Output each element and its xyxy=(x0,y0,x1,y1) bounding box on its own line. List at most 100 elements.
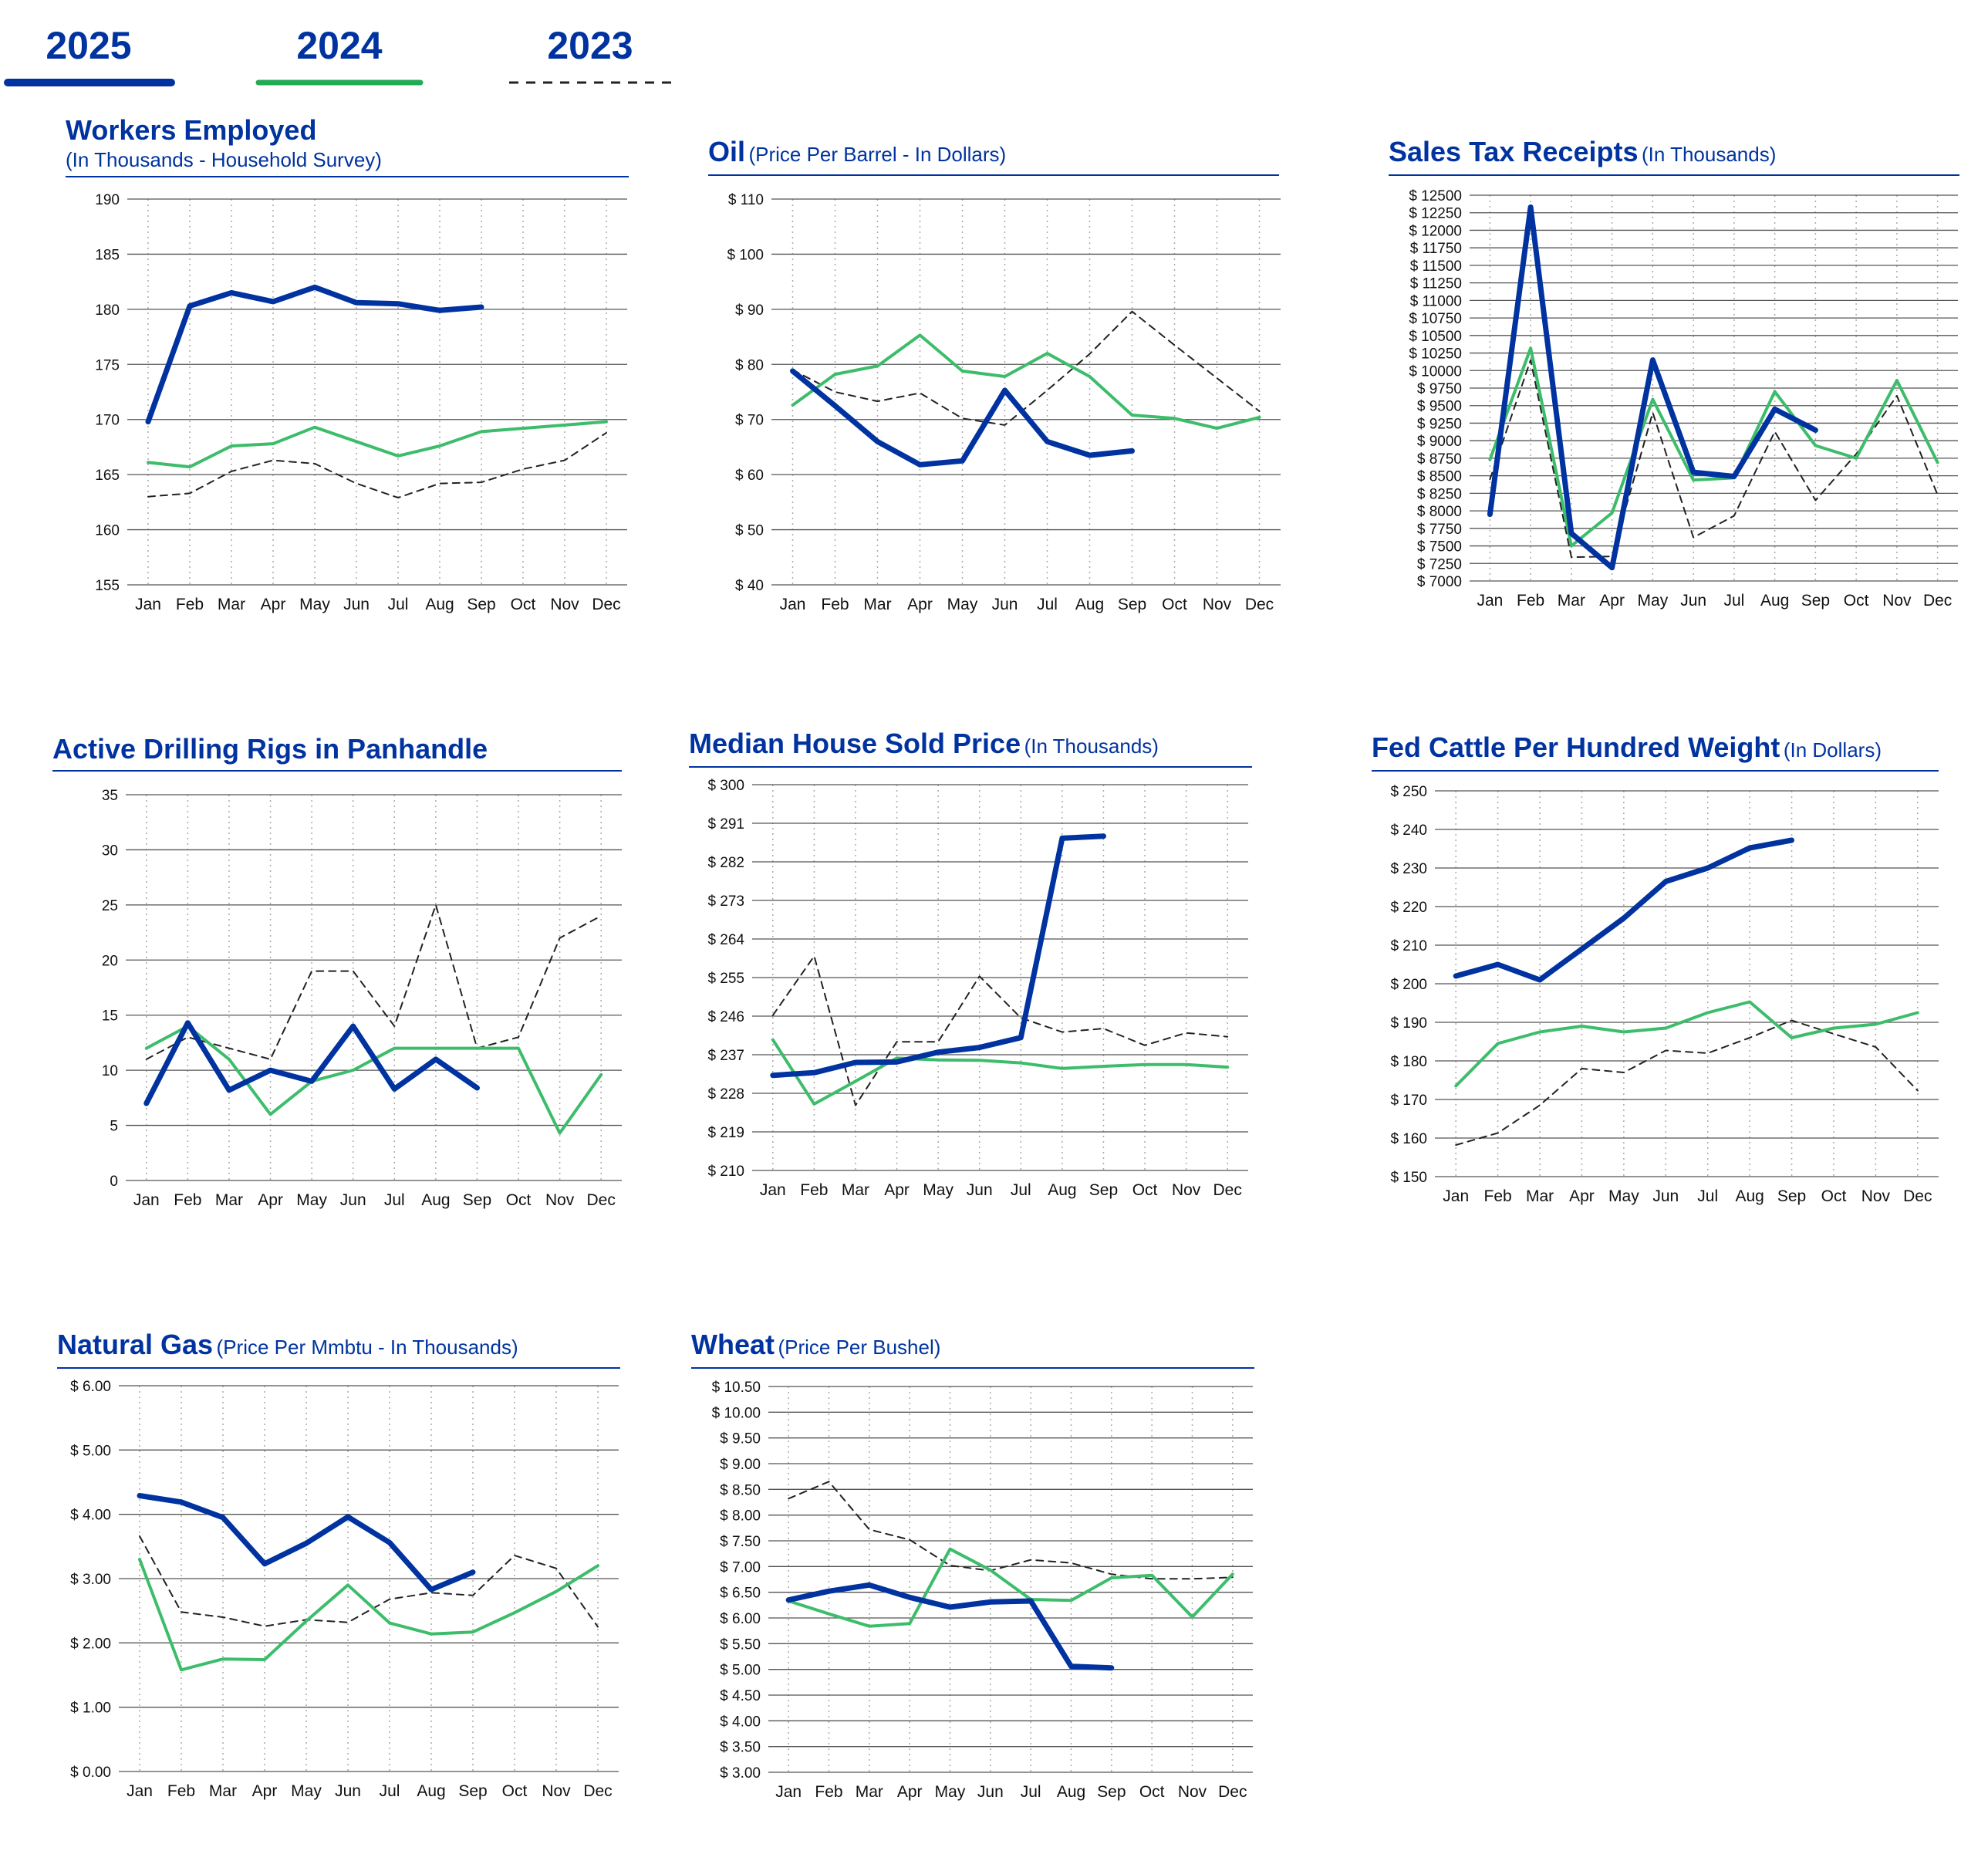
y-tick-label: $ 8250 xyxy=(1417,486,1462,502)
panel-natural-gas: Natural Gas (Price Per Mmbtu - In Thousa… xyxy=(57,1329,632,1822)
title-rule xyxy=(1372,770,1939,772)
fed-cattle-chart: $ 150 $ 160 $ 170 $ 180 $ 190 $ 200 $ 210 $ 220… xyxy=(1390,784,1939,1205)
y-tick-label: 35 xyxy=(102,788,118,804)
x-tick-label: Nov xyxy=(1203,596,1232,613)
x-tick-label: Oct xyxy=(502,1782,528,1800)
active-drilling-rigs-chart: 0 5 10 15 20 25 30 35 Jan Feb Mar Apr May Jun Jul Aug Se… xyxy=(102,788,622,1209)
x-tick-label: Aug xyxy=(425,596,454,613)
y-tick-label: $ 4.00 xyxy=(720,1714,761,1730)
y-tick-label: $ 9.00 xyxy=(720,1457,761,1473)
x-tick-label: Jul xyxy=(1021,1783,1041,1801)
x-tick-label: Jan xyxy=(1477,592,1503,610)
x-tick-label: Dec xyxy=(587,1191,616,1209)
chart-title: Natural Gas xyxy=(57,1329,214,1360)
chart-title: Wheat xyxy=(691,1329,775,1360)
x-tick-label: Jul xyxy=(1697,1187,1718,1205)
y-tick-label: 20 xyxy=(102,953,118,969)
y-tick-label: $ 5.50 xyxy=(720,1636,761,1653)
y-tick-label: 10 xyxy=(102,1063,118,1079)
y-tick-label: $ 11750 xyxy=(1410,241,1462,257)
x-tick-label: Feb xyxy=(174,1191,201,1209)
x-tick-label: Jul xyxy=(1011,1181,1031,1199)
x-tick-label: Nov xyxy=(1861,1187,1891,1205)
x-tick-label: May xyxy=(299,596,330,613)
chart-title: Active Drilling Rigs in Panhandle xyxy=(52,733,488,765)
x-tick-label: Mar xyxy=(215,1191,243,1209)
workers-employed-chart: 155 160 165 170 175 180 185 190 Jan Feb Mar Apr May J… xyxy=(95,192,627,613)
legend-year-2025: 2025 xyxy=(46,24,132,67)
y-tick-label: $ 50 xyxy=(735,523,764,539)
panel-sales-tax-receipts: Sales Tax Receipts (In Thousands) $ 7000… xyxy=(1389,136,1963,630)
x-tick-label: Sep xyxy=(1097,1783,1126,1801)
x-tick-label: Nov xyxy=(1178,1783,1207,1801)
y-tick-label: $ 190 xyxy=(1390,1015,1427,1032)
x-tick-label: Dec xyxy=(1923,592,1952,610)
x-tick-label: Mar xyxy=(856,1783,883,1801)
legend-line-2024 xyxy=(255,79,424,86)
y-tick-label: $ 291 xyxy=(707,816,744,833)
y-tick-label: $ 12000 xyxy=(1409,223,1462,239)
chart-title: Median House Sold Price xyxy=(689,728,1021,759)
x-tick-label: Feb xyxy=(167,1782,195,1800)
x-tick-label: Jan xyxy=(135,596,161,613)
y-tick-label: $ 70 xyxy=(735,413,764,429)
y-tick-label: $ 7500 xyxy=(1417,539,1462,556)
x-tick-label: Jul xyxy=(1037,596,1058,613)
x-tick-label: Sep xyxy=(1777,1187,1806,1205)
y-tick-label: $ 10500 xyxy=(1409,329,1462,345)
y-tick-label: 15 xyxy=(102,1008,118,1025)
title-rule xyxy=(708,174,1279,176)
x-tick-label: Apr xyxy=(907,596,933,613)
x-tick-label: Feb xyxy=(800,1181,828,1199)
x-tick-label: Apr xyxy=(252,1782,278,1800)
y-tick-label: $ 4.00 xyxy=(70,1508,111,1524)
y-tick-label: $ 230 xyxy=(1390,861,1427,877)
oil-chart: $ 40 $ 50 $ 60 $ 70 $ 80 $ 90 $ 100 $ 110 Jan Feb… xyxy=(727,192,1281,613)
title-rule xyxy=(689,766,1252,768)
x-tick-label: Dec xyxy=(1245,596,1274,613)
x-tick-label: Jun xyxy=(340,1191,366,1209)
y-tick-label: 155 xyxy=(95,578,120,594)
x-tick-label: Sep xyxy=(467,596,495,613)
y-tick-label: $ 10750 xyxy=(1409,311,1462,327)
x-tick-label: Mar xyxy=(863,596,891,613)
x-tick-label: Feb xyxy=(815,1783,842,1801)
y-tick-label: $ 180 xyxy=(1390,1054,1427,1070)
x-tick-label: Sep xyxy=(463,1191,491,1209)
x-tick-label: Oct xyxy=(511,596,536,613)
y-tick-label: $ 110 xyxy=(728,192,764,208)
title-rule xyxy=(1389,174,1959,176)
y-tick-label: $ 8.50 xyxy=(720,1482,761,1498)
x-tick-label: Apr xyxy=(1569,1187,1595,1205)
y-tick-label: $ 237 xyxy=(707,1048,744,1064)
title-rule xyxy=(57,1367,620,1369)
chart-subtitle: (Price Per Mmbtu - In Thousands) xyxy=(216,1336,518,1359)
panel-title: Sales Tax Receipts (In Thousands) xyxy=(1389,136,1963,168)
x-tick-label: Jan xyxy=(1443,1187,1469,1205)
y-tick-label: $ 210 xyxy=(707,1164,744,1180)
x-tick-label: Jun xyxy=(977,1783,1004,1801)
y-tick-label: $ 11000 xyxy=(1410,293,1462,309)
y-tick-label: $ 1.00 xyxy=(70,1701,111,1717)
x-tick-label: May xyxy=(1638,592,1669,610)
x-tick-label: Aug xyxy=(421,1191,450,1209)
chart-title: Fed Cattle Per Hundred Weight xyxy=(1372,731,1780,763)
x-tick-label: Nov xyxy=(1172,1181,1201,1199)
legend-line-2023 xyxy=(509,81,671,84)
y-tick-label: 180 xyxy=(95,302,120,319)
legend-item-2024: 2024 xyxy=(251,23,428,93)
chart-title: Sales Tax Receipts xyxy=(1389,136,1639,167)
panel-fed-cattle: Fed Cattle Per Hundred Weight (In Dollar… xyxy=(1372,731,1946,1225)
y-tick-label: $ 3.50 xyxy=(720,1740,761,1756)
series-line-2023 xyxy=(147,431,607,499)
series-line-2023 xyxy=(788,1481,1234,1580)
x-tick-label: Aug xyxy=(1760,592,1789,610)
y-tick-label: $ 0.00 xyxy=(70,1765,111,1781)
x-tick-label: May xyxy=(935,1783,966,1801)
y-tick-label: 175 xyxy=(95,357,120,373)
y-tick-label: $ 9750 xyxy=(1417,381,1462,397)
y-tick-label: 5 xyxy=(110,1119,118,1135)
y-tick-label: $ 9000 xyxy=(1417,434,1462,450)
x-tick-label: Jun xyxy=(967,1181,993,1199)
y-tick-label: $ 210 xyxy=(1390,938,1427,954)
